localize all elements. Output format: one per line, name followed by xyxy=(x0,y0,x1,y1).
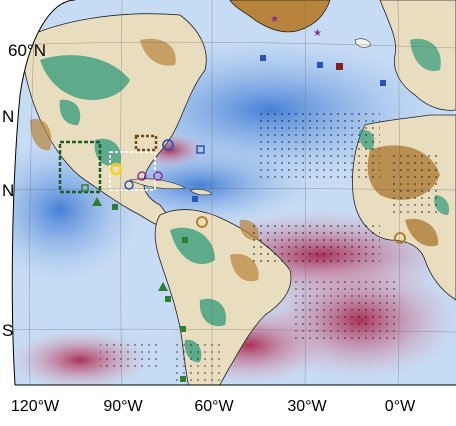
lon-label-30w: 30°W xyxy=(287,398,327,415)
marker-square-green xyxy=(180,376,186,382)
marker-star-purple: ★ xyxy=(313,28,322,39)
marker-circle-brown xyxy=(196,216,208,228)
marker-circle-blue xyxy=(124,180,134,190)
marker-square-blue xyxy=(317,62,323,68)
lat-label-30s: S xyxy=(2,321,14,340)
region-box-gulf xyxy=(109,151,156,191)
marker-triangle-green xyxy=(158,282,168,291)
station-markers: ★ ★ xyxy=(81,14,406,382)
marker-star-purple: ★ xyxy=(270,14,279,25)
lon-label-120w: 120°W xyxy=(10,398,60,415)
stipple-pacific-south xyxy=(100,340,160,370)
marker-square-blue xyxy=(196,145,205,154)
lat-label-30n: N xyxy=(2,107,15,126)
north-america-wet-patches xyxy=(40,55,130,167)
lon-label-0w: 0°W xyxy=(384,398,416,415)
marker-square-blue xyxy=(260,55,266,61)
stipple-south-america xyxy=(175,340,225,385)
cuba-land xyxy=(129,178,186,190)
globe-outline xyxy=(11,0,76,386)
region-box-mexico xyxy=(58,140,102,194)
marker-square-green xyxy=(112,204,118,210)
lon-label-60w: 60°W xyxy=(194,398,234,415)
lat-label-60n: 60°N xyxy=(8,41,46,60)
marker-square-green xyxy=(182,237,188,243)
stipple-south-atlantic xyxy=(290,280,400,340)
marker-circle-brown xyxy=(394,232,406,244)
marker-square-blue xyxy=(380,80,386,86)
region-box-southeast-us xyxy=(134,134,158,152)
marker-square-green xyxy=(165,296,171,302)
marker-circle-yellow xyxy=(109,162,123,176)
marker-square-blue xyxy=(192,196,198,202)
stipple-tropical-atlantic xyxy=(250,225,380,265)
marker-triangle-green xyxy=(92,197,102,206)
marker-square-darkred xyxy=(336,63,343,70)
marker-circle-blue xyxy=(162,139,174,151)
north-america-dry-patches xyxy=(30,38,176,151)
marker-square-green xyxy=(81,184,89,192)
stipple-north-atlantic xyxy=(260,110,380,180)
lon-label-90w: 90°W xyxy=(103,398,143,415)
marker-circle-purple xyxy=(137,171,147,181)
marker-circle-purple xyxy=(153,171,163,181)
stipple-africa xyxy=(390,155,440,215)
marker-square-green xyxy=(180,326,186,332)
lat-label-0: N xyxy=(2,181,15,200)
